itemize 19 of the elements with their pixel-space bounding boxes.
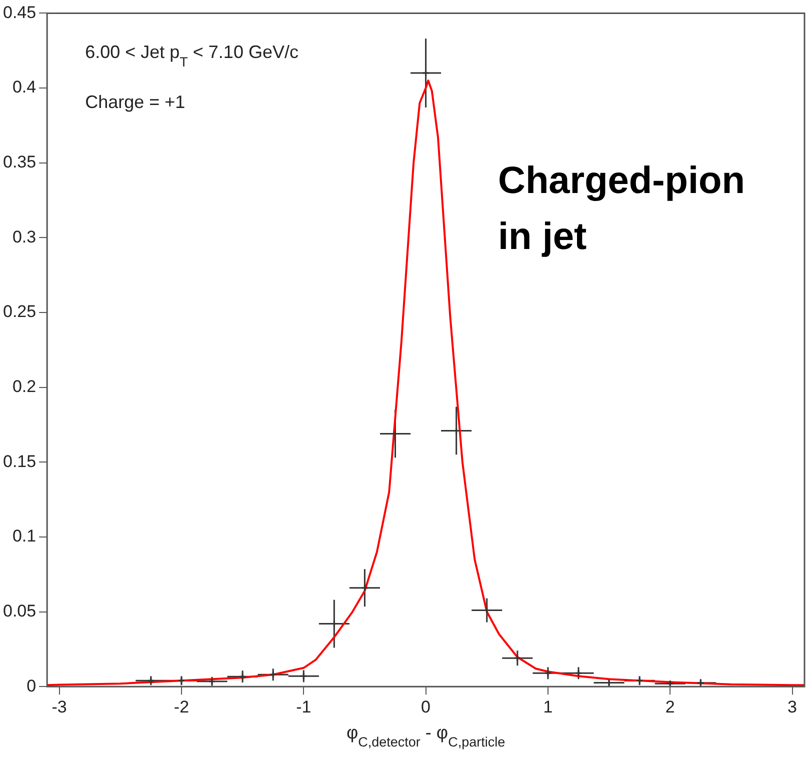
y-tick-label: 0.45: [2, 2, 36, 22]
annotation: Charged-pion in jet: [498, 160, 745, 258]
x-tick-label: 0: [421, 697, 431, 716]
y-tick-label: 0.4: [12, 78, 36, 97]
y-tick-label: 0: [26, 676, 36, 696]
y-tick-label: 0.15: [2, 452, 36, 471]
y-tick-label: 0.3: [12, 227, 36, 246]
x-tick-label: 3: [788, 697, 798, 716]
x-tick-label: -1: [296, 697, 312, 716]
annotation: Charge = +1: [85, 92, 186, 112]
x-tick-label: 1: [543, 697, 553, 716]
x-tick-label: 2: [665, 697, 675, 716]
y-tick-label: 0.1: [12, 526, 36, 546]
y-tick-label: 0.2: [12, 377, 36, 396]
y-tick-label: 0.05: [2, 601, 36, 620]
y-tick-label: 0.25: [2, 302, 36, 322]
x-tick-label: -2: [174, 697, 190, 716]
y-tick-label: 0.35: [2, 152, 36, 172]
x-tick-label: -3: [52, 697, 67, 716]
